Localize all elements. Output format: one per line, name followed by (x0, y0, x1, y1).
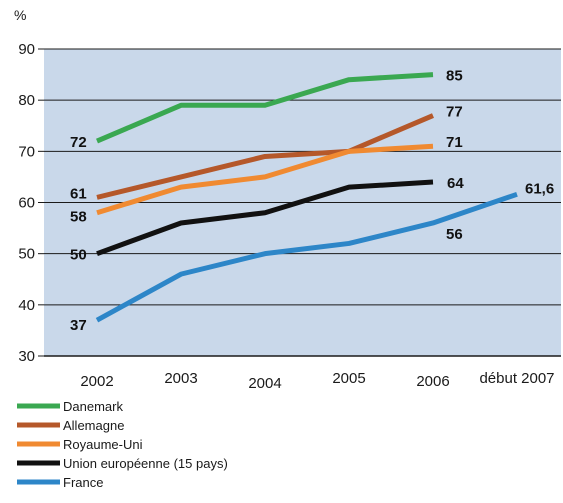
y-axis-ticks: 30 40 50 60 70 80 90 (18, 41, 44, 365)
legend-label-1: Allemagne (63, 418, 124, 433)
y-tick-label-50: 50 (18, 246, 35, 263)
series-lines (95, 72, 518, 323)
data-label-s2-i4: 71 (446, 134, 463, 151)
data-label-s4-i0: 37 (70, 317, 87, 334)
data-label-s0-i4: 85 (446, 68, 463, 85)
y-tick-label-90: 90 (18, 41, 35, 58)
y-tick-label-40: 40 (18, 297, 35, 314)
x-tick-label-2: 2004 (248, 375, 281, 392)
x-tick-label-1: 2003 (164, 370, 197, 387)
data-label-s3-i0: 50 (70, 247, 87, 264)
x-axis-ticks: 2002 2003 2004 2005 2006 début 2007 (80, 370, 554, 392)
data-label-s1-i4: 77 (446, 104, 463, 121)
legend-label-0: Danemark (63, 399, 123, 414)
y-tick-label-70: 70 (18, 143, 35, 160)
legend-label-3: Union européenne (15 pays) (63, 456, 228, 471)
data-label-s4-i4: 56 (446, 226, 463, 243)
data-label-s2-i0: 58 (70, 209, 87, 226)
legend-label-2: Royaume-Uni (63, 437, 143, 452)
series-line-4 (95, 191, 518, 323)
x-tick-label-4: 2006 (416, 373, 449, 390)
series-line-1 (96, 113, 434, 200)
x-tick-label-3: 2005 (332, 370, 365, 387)
data-label-s1-i0: 61 (70, 185, 87, 202)
data-label-s4-i5: 61,6 (525, 180, 554, 197)
y-axis-unit: % (14, 7, 26, 23)
data-labels: 72 85 61 77 58 71 50 64 37 56 61,6 (70, 68, 554, 335)
y-tick-label-80: 80 (18, 92, 35, 109)
series-line-3 (96, 179, 434, 257)
y-tick-label-60: 60 (18, 195, 35, 212)
legend: Danemark Allemagne Royaume-Uni Union europé… (17, 399, 228, 490)
series-line-2 (96, 143, 434, 216)
x-tick-label-5: début 2007 (479, 370, 554, 387)
series-line-0 (96, 72, 434, 144)
data-label-s3-i4: 64 (447, 175, 464, 192)
x-tick-label-0: 2002 (80, 373, 113, 390)
y-tick-label-30: 30 (18, 348, 35, 365)
data-label-s0-i0: 72 (70, 134, 87, 151)
legend-label-4: France (63, 475, 103, 490)
